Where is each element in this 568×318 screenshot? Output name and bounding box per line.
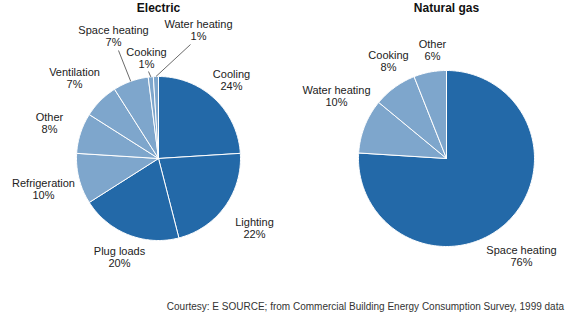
svg-text:Cooling24%: Cooling24% bbox=[213, 68, 250, 92]
svg-text:Other6%: Other6% bbox=[419, 38, 447, 62]
svg-text:Ventilation7%: Ventilation7% bbox=[49, 66, 100, 90]
svg-text:Space heating76%: Space heating76% bbox=[486, 244, 556, 268]
svg-text:Refrigeration10%: Refrigeration10% bbox=[12, 177, 75, 201]
svg-text:Water heating1%: Water heating1% bbox=[164, 18, 232, 42]
svg-text:Plug loads20%: Plug loads20% bbox=[94, 245, 146, 269]
svg-text:Electric: Electric bbox=[137, 1, 181, 15]
svg-text:Natural gas: Natural gas bbox=[414, 1, 480, 15]
html-text:Courtesy: E SOURCE; from Comme: Courtesy: E SOURCE; from Commercial Buil… bbox=[166, 301, 564, 312]
svg-text:Lighting22%: Lighting22% bbox=[235, 216, 274, 240]
svg-text:Space heating7%: Space heating7% bbox=[78, 24, 148, 48]
svg-text:Cooking1%: Cooking1% bbox=[126, 46, 166, 70]
svg-text:Other8%: Other8% bbox=[36, 111, 64, 135]
svg-text:Water heating10%: Water heating10% bbox=[302, 84, 370, 108]
svg-text:Cooking8%: Cooking8% bbox=[368, 49, 408, 73]
